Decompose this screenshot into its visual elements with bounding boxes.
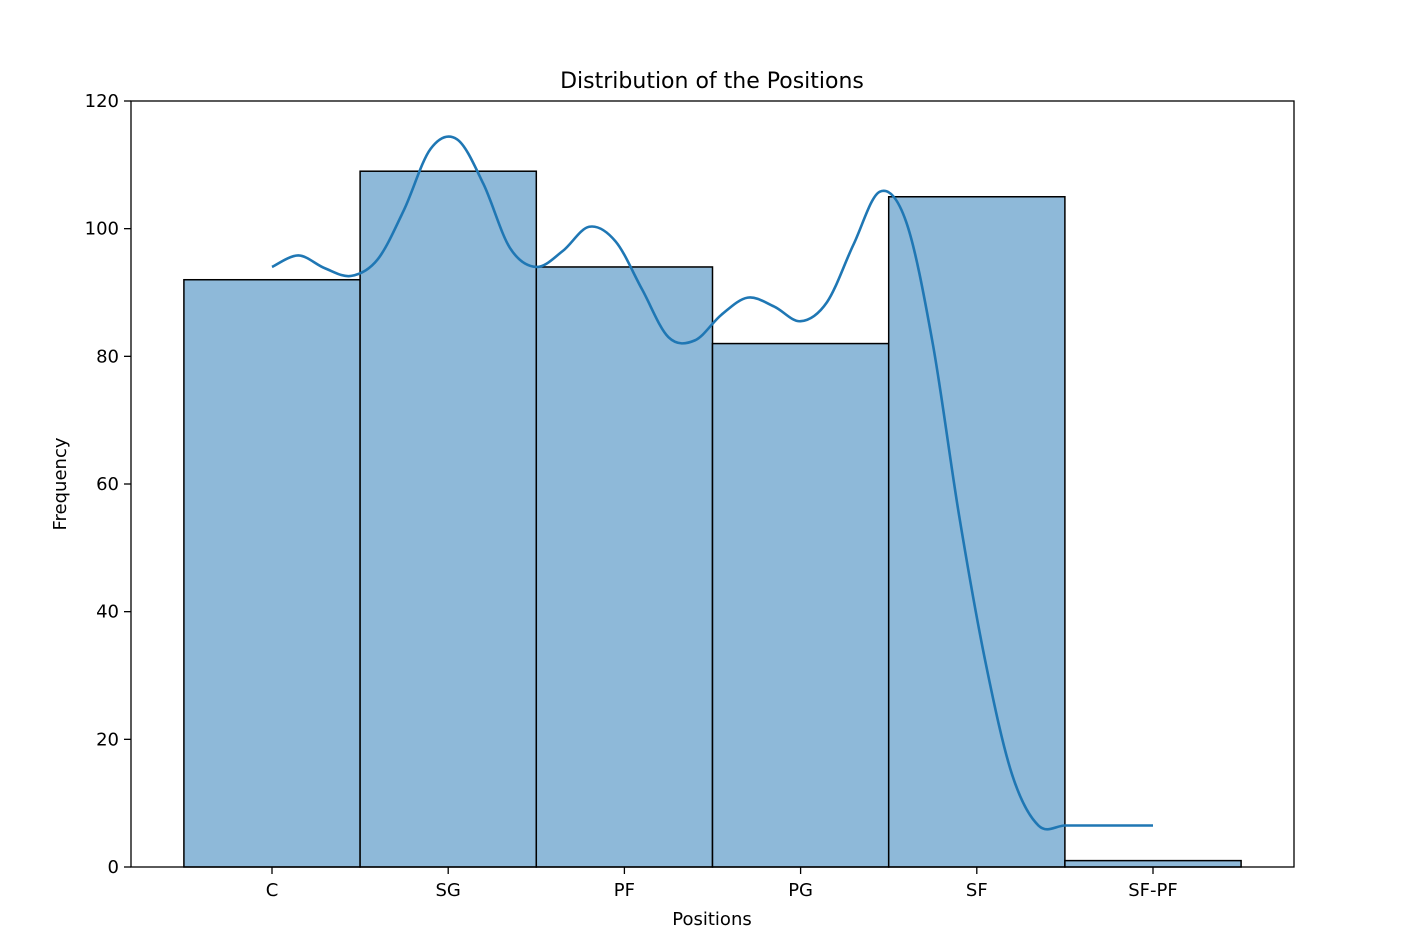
x-axis-ticks: C SG PF PG SF SF-PF	[266, 867, 1178, 901]
y-tick-label: 20	[96, 729, 119, 750]
y-tick-label: 40	[96, 602, 119, 623]
x-tick-label-sg: SG	[436, 880, 461, 901]
x-tick-label-pf: PF	[614, 880, 635, 901]
x-tick-label-c: C	[266, 880, 279, 901]
y-axis-ticks: 0 20 40 60 80 100 120	[85, 91, 131, 878]
y-tick-label: 120	[85, 91, 119, 112]
y-tick-label: 0	[108, 857, 119, 878]
bar-c	[183, 278, 361, 868]
bar-sf-pf	[1064, 859, 1242, 868]
kde-line	[271, 135, 1153, 831]
y-tick-label: 100	[85, 219, 119, 240]
kde-group	[271, 135, 1153, 831]
x-tick-label-pg: PG	[788, 880, 813, 901]
x-tick-label-sf-pf: SF-PF	[1128, 880, 1177, 901]
x-tick-label-sf: SF	[966, 880, 988, 901]
chart-title: Distribution of the Positions	[560, 69, 864, 94]
x-axis-label: Positions	[672, 909, 751, 930]
y-tick-label: 60	[96, 474, 119, 495]
bar-sg	[359, 170, 538, 868]
y-axis-label: Frequency	[50, 437, 71, 530]
bars-group	[183, 170, 1242, 868]
bar-pg	[711, 342, 890, 868]
bar-pf	[535, 266, 714, 868]
y-tick-label: 80	[96, 346, 119, 367]
bar-sf	[887, 196, 1066, 868]
